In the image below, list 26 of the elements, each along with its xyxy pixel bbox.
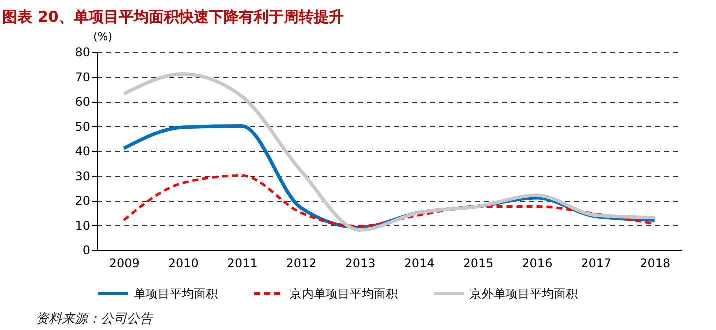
y-tick-label: 30 — [75, 169, 90, 184]
x-tick-label: 2009 — [109, 256, 140, 270]
y-tick-label: 60 — [75, 95, 90, 109]
y-tick-label: 80 — [75, 46, 90, 60]
x-tick-label: 2010 — [168, 256, 199, 270]
x-tick-label: 2014 — [404, 256, 435, 270]
x-tick-label: 2013 — [345, 256, 376, 270]
line-series — [122, 72, 657, 232]
y-tick-label: 0 — [82, 244, 90, 258]
y-tick-label: 20 — [75, 194, 90, 208]
y-tick-label: 50 — [75, 120, 90, 134]
x-tick-label: 2015 — [463, 256, 494, 270]
y-tick-label: 40 — [75, 144, 90, 158]
y-axis-title: (%) — [94, 30, 113, 44]
x-tick-label: 2016 — [522, 256, 553, 270]
x-tick-label: 2018 — [640, 256, 671, 270]
y-tick-label: 70 — [75, 70, 90, 84]
text: 资料来源：公司公告 — [36, 311, 153, 328]
legend-label: 京外单项目平均面积 — [470, 286, 578, 301]
legend-label: 京内单项目平均面积 — [290, 286, 398, 301]
legend-label: 单项目平均面积 — [134, 286, 218, 301]
chart-title: 图表 20、单项目平均面积快速下降有利于周转提升 — [2, 8, 344, 26]
x-tick-label: 2012 — [286, 256, 317, 270]
y-tick-label: 10 — [75, 218, 90, 233]
x-tick-label: 2017 — [581, 256, 612, 270]
x-tick-label: 2011 — [227, 256, 258, 270]
